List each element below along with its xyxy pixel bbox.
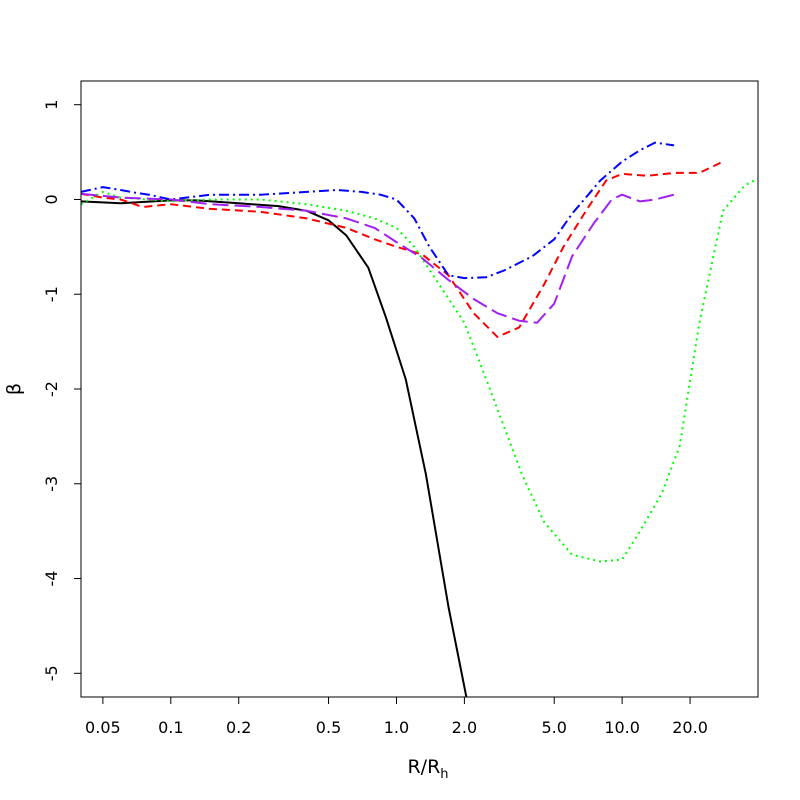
x-tick-label: 10.0 — [604, 718, 640, 737]
x-axis-title-subscript: h — [440, 767, 448, 782]
y-axis-ticks: 1 0 -1 -2 -3 -4 -5 — [42, 100, 81, 681]
y-tick-label: -2 — [42, 381, 61, 397]
x-tick-label: 2.0 — [452, 718, 477, 737]
x-tick-label: 0.2 — [226, 718, 251, 737]
y-tick-label: 0 — [42, 194, 61, 204]
x-axis-title: R/Rh — [407, 756, 448, 782]
x-tick-label: 1.0 — [384, 718, 409, 737]
series-line-1-solid — [81, 199, 468, 697]
x-tick-label: 0.5 — [316, 718, 341, 737]
series-layer — [81, 141, 758, 697]
y-axis-title: β — [3, 383, 25, 395]
x-tick-label: 0.05 — [85, 718, 121, 737]
series-line-4-dotted — [81, 177, 758, 563]
series-line-3-dashdot — [81, 141, 675, 280]
x-tick-label: 20.0 — [672, 718, 708, 737]
plot-frame — [80, 80, 759, 698]
series-line-2-dashed — [81, 160, 724, 338]
x-axis-ticks: 0.05 0.1 0.2 0.5 1.0 2.0 5.0 10.0 20.0 — [85, 697, 708, 737]
series-line-5-longdash — [81, 192, 675, 324]
x-tick-label: 5.0 — [541, 718, 566, 737]
x-tick-label: 0.1 — [158, 718, 183, 737]
y-tick-label: -1 — [42, 286, 61, 302]
y-tick-label: -3 — [42, 476, 61, 492]
y-tick-label: -5 — [42, 665, 61, 681]
y-tick-label: -4 — [42, 571, 61, 587]
y-tick-label: 1 — [42, 100, 61, 110]
